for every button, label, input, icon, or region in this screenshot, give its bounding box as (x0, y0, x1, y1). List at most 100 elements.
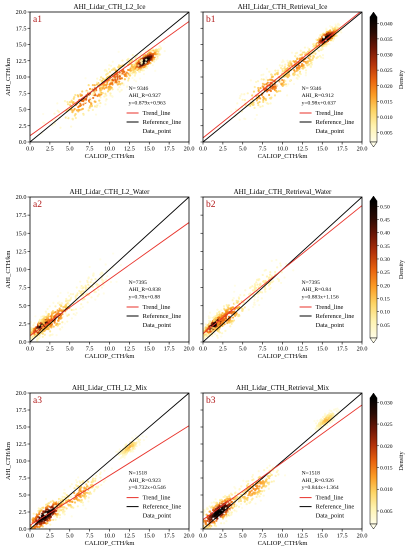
data-point (52, 518, 55, 522)
data-point (59, 497, 63, 501)
data-point (73, 107, 76, 111)
data-point (324, 413, 327, 416)
data-point (146, 52, 149, 55)
data-point (43, 347, 45, 349)
data-point (321, 416, 325, 419)
data-point (148, 61, 151, 64)
data-point (206, 507, 209, 510)
data-point (158, 45, 161, 48)
data-point (299, 53, 302, 57)
stats-line: y=0.844x+1.364 (302, 485, 339, 491)
data-point (49, 518, 52, 522)
data-point (93, 84, 96, 87)
data-point (296, 73, 299, 77)
data-point (107, 85, 110, 88)
data-point (61, 505, 64, 509)
data-point (109, 280, 113, 284)
data-point (321, 427, 325, 430)
x-tick-label: 7.5 (86, 346, 94, 353)
data-point (282, 60, 285, 63)
y-tick-label: 2.5 (19, 123, 27, 130)
x-tick-label: 2.5 (46, 146, 54, 153)
data-point (80, 303, 83, 306)
data-point (43, 333, 47, 336)
colorbar-tick-label: 0.05 (380, 323, 390, 329)
data-point (96, 284, 99, 287)
data-point (233, 497, 237, 500)
colorbar-tick-label: 0.015 (380, 466, 393, 472)
stats-line: y=0.732x+0.546 (129, 485, 166, 491)
y-tick-label: 5.0 (19, 303, 27, 310)
data-point (334, 23, 337, 26)
data-point (251, 475, 254, 478)
data-point (87, 109, 90, 112)
data-point (45, 508, 48, 511)
data-point (142, 72, 146, 76)
data-point (225, 311, 228, 314)
data-point (248, 492, 251, 495)
x-tick-label: 20.0 (184, 533, 195, 540)
colorbar-tick-label: 0.25 (380, 270, 390, 276)
data-point (87, 90, 91, 93)
data-point (284, 68, 287, 71)
data-point (240, 93, 243, 96)
data-point (278, 278, 281, 282)
data-point (36, 340, 39, 342)
data-point (243, 495, 246, 499)
x-tick-label: 5.0 (239, 346, 247, 353)
data-point (156, 55, 159, 58)
data-point (132, 450, 135, 453)
data-point (99, 78, 102, 82)
data-point (320, 418, 323, 421)
data-point (90, 481, 93, 484)
data-point (132, 71, 135, 74)
data-point (83, 100, 87, 103)
legend-label: Trend_line (143, 304, 171, 311)
colorbar-tick-label: 0.020 (380, 444, 393, 450)
data-point (28, 520, 30, 522)
data-point (231, 507, 234, 510)
data-point (111, 95, 114, 98)
data-point (333, 419, 336, 422)
x-tick-label: 5.0 (66, 146, 74, 153)
data-point (138, 77, 142, 80)
data-point (217, 510, 220, 513)
data-point (82, 504, 85, 507)
data-point (144, 61, 147, 64)
data-point (265, 478, 268, 481)
data-point (234, 108, 237, 111)
data-point (109, 94, 112, 97)
data-point (134, 72, 137, 75)
x-tick-label: 17.5 (337, 346, 348, 353)
data-point (269, 89, 273, 93)
data-point (261, 82, 265, 85)
data-point (78, 489, 81, 492)
data-point (226, 321, 229, 325)
data-point (308, 48, 311, 51)
data-point (137, 438, 140, 441)
data-point (252, 103, 255, 106)
data-point (100, 483, 103, 487)
data-point (85, 97, 88, 100)
x-tick-label: 7.5 (259, 346, 267, 353)
data-point (145, 435, 148, 439)
x-tick-label: 15.0 (144, 146, 155, 153)
data-point (329, 412, 332, 416)
data-point (254, 484, 258, 488)
colorbar-max-arrow (369, 392, 378, 399)
data-point (58, 500, 61, 503)
colorbar-tick-label: 0.010 (380, 115, 393, 121)
panel-title: AHI_Lidar_CTH_L2_Water (70, 188, 151, 196)
data-point (89, 281, 92, 284)
x-axis-label: CALIOP_CTH/km (85, 153, 135, 160)
data-point (83, 298, 86, 301)
data-point (220, 500, 224, 504)
data-point (27, 529, 29, 531)
data-point (59, 291, 62, 295)
data-point (326, 414, 329, 417)
data-point (306, 60, 309, 64)
data-point (208, 319, 211, 322)
data-point (214, 327, 217, 330)
y-tick-label: 7.5 (19, 285, 27, 292)
data-point (94, 113, 98, 116)
